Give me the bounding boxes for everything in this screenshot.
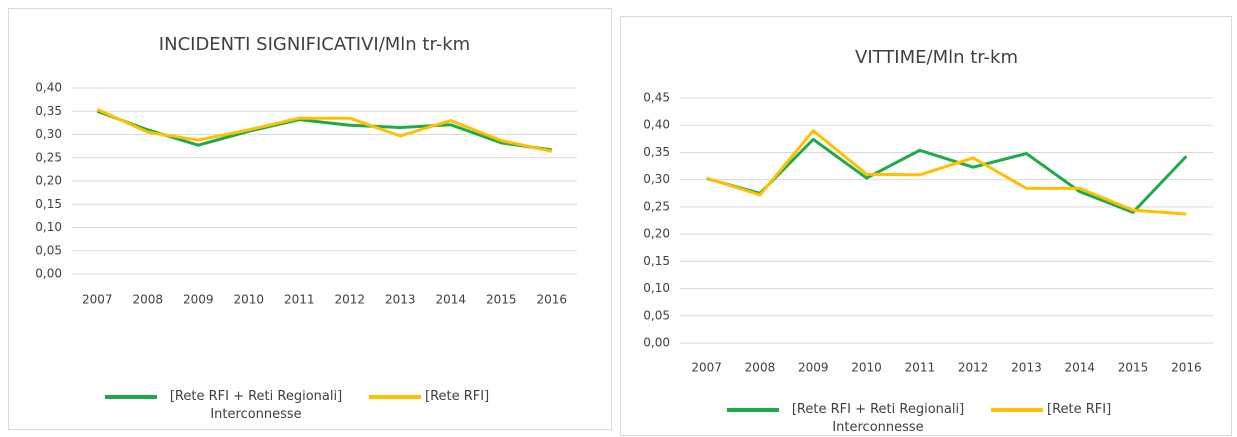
x-tick-label: 2008 <box>745 361 776 375</box>
y-tick-label: 0,10 <box>643 281 670 295</box>
legend-item: [Rete RFI + Reti Regionali] Interconness… <box>105 388 351 424</box>
y-tick-label: 0,30 <box>35 127 62 141</box>
x-tick-label: 2014 <box>435 293 466 307</box>
legend: [Rete RFI + Reti Regionali] Interconness… <box>105 388 507 424</box>
y-tick-label: 0,15 <box>643 254 670 268</box>
y-tick-label: 0,00 <box>35 267 62 281</box>
x-tick-label: 2007 <box>691 361 722 375</box>
x-tick-label: 2016 <box>1171 361 1202 375</box>
y-tick-label: 0,00 <box>643 336 670 350</box>
legend-item: [Rete RFI] <box>369 388 489 406</box>
y-tick-label: 0,20 <box>643 227 670 241</box>
legend-swatch <box>105 395 157 399</box>
series-line <box>706 137 1188 214</box>
legend-label: [Rete RFI] <box>1047 402 1112 417</box>
chart-title: VITTIME/Mln tr-km <box>855 47 1018 68</box>
x-tick-label: 2011 <box>284 293 315 307</box>
x-tick-label: 2009 <box>798 361 829 375</box>
y-tick-label: 0,35 <box>35 104 62 118</box>
x-tick-label: 2012 <box>334 293 365 307</box>
legend-label: [Rete RFI] <box>425 389 490 404</box>
legend-swatch <box>369 395 421 399</box>
x-tick-label: 2015 <box>1118 361 1149 375</box>
chart-frame <box>8 8 612 430</box>
x-tick-label: 2007 <box>82 293 113 307</box>
y-tick-label: 0,40 <box>35 81 62 95</box>
y-tick-label: 0,05 <box>35 243 62 257</box>
y-tick-label: 0,45 <box>643 91 670 105</box>
x-tick-label: 2010 <box>851 361 882 375</box>
x-tick-label: 2013 <box>1011 361 1042 375</box>
legend-item: [Rete RFI + Reti Regionali] Interconness… <box>727 401 973 437</box>
y-tick-label: 0,20 <box>35 174 62 188</box>
chart-title: INCIDENTI SIGNIFICATIVI/Mln tr-km <box>159 34 470 55</box>
x-tick-label: 2016 <box>536 293 567 307</box>
x-tick-label: 2009 <box>183 293 214 307</box>
legend-swatch <box>991 408 1043 412</box>
x-tick-label: 2014 <box>1064 361 1095 375</box>
y-tick-label: 0,35 <box>643 145 670 159</box>
x-tick-label: 2015 <box>486 293 517 307</box>
x-tick-label: 2013 <box>385 293 416 307</box>
x-tick-label: 2011 <box>905 361 936 375</box>
chart-frame <box>620 16 1232 436</box>
legend-item: [Rete RFI] <box>991 401 1111 419</box>
x-tick-label: 2010 <box>233 293 264 307</box>
series-line <box>706 129 1187 216</box>
legend: [Rete RFI + Reti Regionali] Interconness… <box>727 401 1129 437</box>
y-tick-label: 0,05 <box>643 308 670 322</box>
x-tick-label: 2012 <box>958 361 989 375</box>
y-tick-label: 0,15 <box>35 197 62 211</box>
y-tick-label: 0,30 <box>643 172 670 186</box>
series-line <box>96 108 553 153</box>
y-tick-label: 0,25 <box>35 150 62 164</box>
x-tick-label: 2008 <box>132 293 163 307</box>
legend-label: [Rete RFI + Reti Regionali] Interconness… <box>791 402 965 435</box>
y-tick-label: 0,10 <box>35 220 62 234</box>
legend-label: [Rete RFI + Reti Regionali] Interconness… <box>169 389 343 422</box>
y-tick-label: 0,40 <box>643 118 670 132</box>
legend-swatch <box>727 408 779 412</box>
y-tick-label: 0,25 <box>643 199 670 213</box>
